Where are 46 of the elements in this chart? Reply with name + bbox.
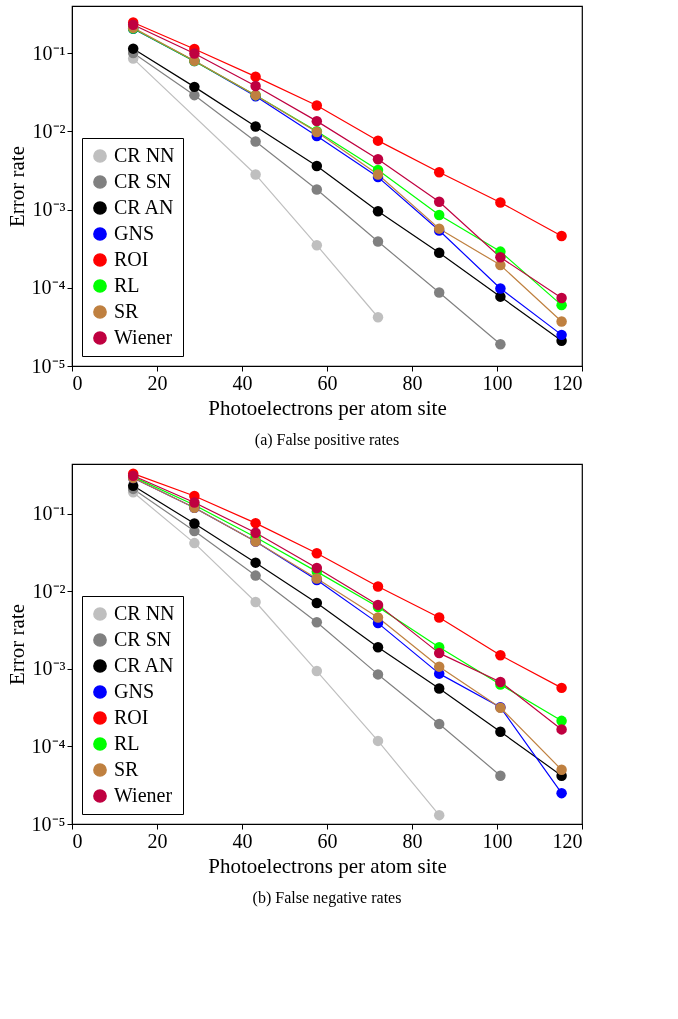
x-tick-label: 80 [402,371,423,394]
y-tick-label: 10⁻⁴ [31,734,66,757]
y-tick-label: 10⁻⁴ [31,276,66,299]
y-tick-label: 10⁻¹ [32,41,66,64]
x-tick-label: 100 [482,371,513,394]
legend-label: ROI [114,706,149,728]
legend-label: CR AN [114,196,174,218]
x-axis-title: Photoelectrons per atom site [208,853,447,878]
y-tick-label: 10⁻³ [32,657,66,680]
x-tick-label: 0 [72,371,83,394]
x-tick-label: 60 [317,829,338,852]
x-tick-label: 20 [147,371,168,394]
legend-label: SR [114,758,140,780]
x-axis-title: Photoelectrons per atom site [208,395,447,420]
text: (b) False negative rates [252,889,402,907]
y-tick-label: 10⁻³ [32,198,66,221]
x-tick-label: 120 [552,829,583,852]
legend-label: GNS [114,680,155,702]
x-tick-label: 40 [232,371,253,394]
y-tick-label: 10⁻⁵ [31,812,66,835]
legend-label: RL [114,274,140,296]
x-tick-label: 120 [552,371,583,394]
legend-label: Wiener [114,326,173,348]
x-tick-label: 40 [232,829,253,852]
y-axis-title: Error rate [4,603,29,686]
text: (a) False positive rates [254,431,400,449]
legend-label: CR SN [114,628,172,650]
legend-label: Wiener [114,784,173,806]
x-tick-label: 60 [317,371,338,394]
legend-label: CR NN [114,602,175,624]
y-tick-label: 10⁻⁵ [31,354,66,377]
y-tick-label: 10⁻¹ [32,502,66,525]
legend-label: RL [114,732,140,754]
x-tick-label: 100 [482,829,513,852]
x-tick-label: 80 [402,829,423,852]
legend-label: CR SN [114,170,172,192]
x-tick-label: 0 [72,829,83,852]
y-tick-label: 10⁻² [32,579,66,602]
legend-label: CR NN [114,144,175,166]
legend-label: ROI [114,248,149,270]
y-axis-title: Error rate [4,145,29,228]
x-tick-label: 20 [147,829,168,852]
legend-label: CR AN [114,654,174,676]
legend-label: SR [114,300,140,322]
y-tick-label: 10⁻² [32,119,66,142]
legend-label: GNS [114,222,155,244]
